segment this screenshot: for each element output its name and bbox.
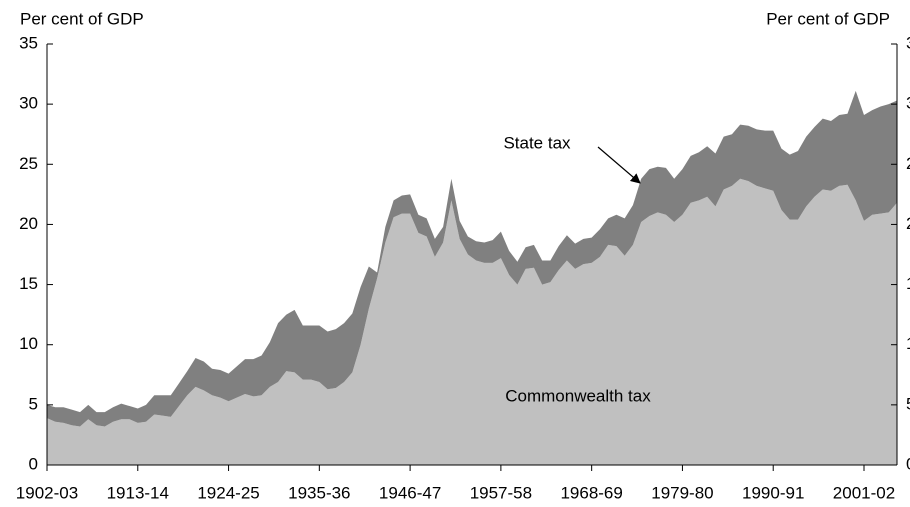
y-tick-label: 25	[19, 154, 38, 173]
y-tick-label: 5	[29, 394, 38, 413]
x-tick-label: 1902-03	[16, 483, 78, 502]
y-tick-label: 10	[19, 334, 38, 353]
x-tick-label: 1935-36	[288, 483, 350, 502]
y2-tick-label: 0	[906, 454, 910, 473]
y2-tick-label: 35	[906, 33, 910, 52]
y-tick-label: 0	[29, 454, 38, 473]
area	[47, 178, 897, 465]
x-tick-label: 1968-69	[560, 483, 622, 502]
y2-tick-label: 5	[906, 394, 910, 413]
y2-tick-label: 20	[906, 214, 910, 233]
x-tick-label: 2001-02	[833, 483, 895, 502]
y-tick-label: 15	[19, 274, 38, 293]
series-label: Commonwealth tax	[505, 386, 651, 405]
y-tick-label: 35	[19, 33, 38, 52]
x-tick-label: 1990-91	[742, 483, 804, 502]
y2-axis-label: Per cent of GDP	[766, 9, 890, 28]
y2-tick-label: 10	[906, 334, 910, 353]
y-tick-label: 30	[19, 94, 38, 113]
y2-tick-label: 25	[906, 154, 910, 173]
y-axis-label: Per cent of GDP	[20, 9, 144, 28]
series-label: State tax	[503, 133, 571, 152]
y2-tick-label: 30	[906, 94, 910, 113]
x-tick-label: 1924-25	[197, 483, 259, 502]
area	[47, 90, 897, 427]
x-tick-label: 1913-14	[107, 483, 169, 502]
annotation-arrow	[597, 146, 641, 184]
y-tick-label: 20	[19, 214, 38, 233]
y2-tick-label: 15	[906, 274, 910, 293]
x-tick-label: 1946-47	[379, 483, 441, 502]
x-tick-label: 1957-58	[470, 483, 532, 502]
x-tick-label: 1979-80	[651, 483, 713, 502]
